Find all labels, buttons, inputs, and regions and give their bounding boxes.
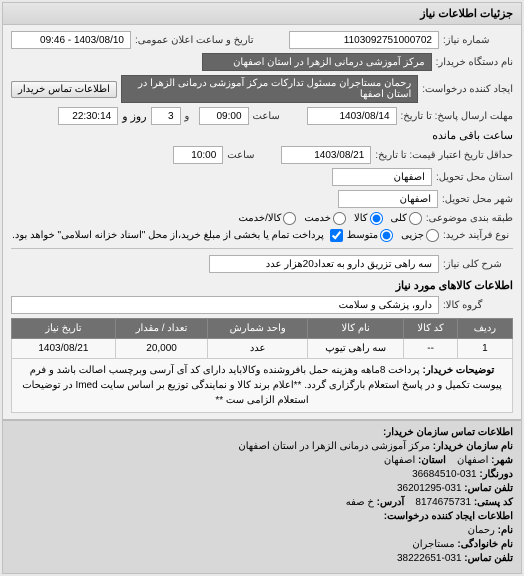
notes-label: توضیحات خریدار: <box>422 365 494 376</box>
deadline-label: مهلت ارسال پاسخ: تا تاریخ: <box>401 111 513 122</box>
fstate-value: اصفهان <box>384 455 415 466</box>
separator <box>11 248 513 249</box>
addr-label: آدرس: <box>377 497 405 508</box>
cphone-label: تلفن تماس: <box>464 553 513 564</box>
treasury-check[interactable]: پرداخت تمام یا بخشی از مبلغ خرید،از محل … <box>12 229 343 242</box>
creator-info-title: اطلاعات ایجاد کننده درخواست: <box>384 511 513 522</box>
delivery-city-label: شهر محل تحویل: <box>442 194 513 205</box>
fcity-value: اصفهان <box>457 455 488 466</box>
cat-goods-service-option[interactable]: کالا/خدمت <box>238 212 296 225</box>
form-area: شماره نیاز: 1103092751000702 تاریخ و ساع… <box>3 25 521 419</box>
contact-info-button[interactable]: اطلاعات تماس خریدار <box>11 81 117 98</box>
fstate-label: استان: <box>418 455 446 466</box>
cfamily-value: مستاجران <box>412 539 454 550</box>
postal-value: 8174675731 <box>415 497 471 508</box>
delivery-state-label: استان محل تحویل: <box>436 172 513 183</box>
details-panel: جزئیات اطلاعات نیاز شماره نیاز: 11030927… <box>2 2 522 574</box>
th-index: ردیف <box>457 319 512 339</box>
th-qty: تعداد / مقدار <box>115 319 208 339</box>
org-value: مرکز آموزشی درمانی الزهرا در استان اصفها… <box>238 441 430 452</box>
category-label: طبقه بندی موضوعی: <box>426 213 513 224</box>
treasury-checkbox[interactable] <box>330 229 343 242</box>
postal-label: کد پستی: <box>474 497 513 508</box>
proc-small-option[interactable]: جزیی <box>401 229 439 242</box>
fcity-label: شهر: <box>491 455 513 466</box>
goods-section-title: اطلاعات کالاهای مورد نیاز <box>11 279 513 292</box>
remain-and: و <box>185 111 195 122</box>
announce-label: تاریخ و ساعت اعلان عمومی: <box>135 35 254 46</box>
validity-label: حداقل تاریخ اعتبار قیمت: تا تاریخ: <box>375 150 513 161</box>
fphone-label: تلفن تماس: <box>464 483 513 494</box>
td-qty: 20,000 <box>115 339 208 359</box>
delivery-state: اصفهان <box>332 168 432 186</box>
cfamily-label: نام خانوادگی: <box>457 539 513 550</box>
cname-value: رحمان <box>468 525 495 536</box>
process-label: نوع فرآیند خرید: <box>443 230 513 241</box>
td-name: سه راهی تیوپ <box>308 339 404 359</box>
process-note: پرداخت تمام یا بخشی از مبلغ خرید،از محل … <box>12 230 324 241</box>
table-header-row: ردیف کد کالا نام کالا واحد شمارش تعداد /… <box>12 319 513 339</box>
buyer-label: نام دستگاه خریدار: <box>436 57 513 68</box>
buyer-value: مرکز آموزشی درمانی الزهرا در استان اصفها… <box>202 53 432 71</box>
creator-label: ایجاد کننده درخواست: <box>422 84 513 95</box>
footer-contact: اطلاعات تماس سازمان خریدار: نام سازمان خ… <box>3 419 521 573</box>
cat-goods-option[interactable]: کالا <box>354 212 383 225</box>
req-no-label: شماره نیاز: <box>443 35 513 46</box>
delivery-city: اصفهان <box>338 190 438 208</box>
td-unit: عدد <box>208 339 308 359</box>
remain-time: 22:30:14 <box>58 107 118 125</box>
deadline-time-label: ساعت <box>253 111 303 122</box>
req-no-value: 1103092751000702 <box>289 31 439 49</box>
org-label: نام سازمان خریدار: <box>433 441 513 452</box>
th-unit: واحد شمارش <box>208 319 308 339</box>
group-label: گروه کالا: <box>443 300 513 311</box>
desc-value: سه راهی تزریق دارو به تعداد20هزار عدد <box>209 255 439 273</box>
fax-label: دورنگار: <box>479 469 513 480</box>
process-radio-group: جزیی متوسط <box>347 229 439 242</box>
td-code: -- <box>404 339 457 359</box>
addr-value: خ صفه <box>346 497 374 508</box>
deadline-time: 09:00 <box>199 107 249 125</box>
remain-suffix: ساعت باقی مانده <box>432 129 513 142</box>
category-radio-group: کلی کالا خدمت کالا/خدمت <box>238 212 421 225</box>
validity-time: 10:00 <box>173 146 223 164</box>
th-code: کد کالا <box>404 319 457 339</box>
desc-label: شرح کلی نیاز: <box>443 259 513 270</box>
notes-row: توضیحات خریدار: پرداخت 8ماهه وهزینه حمل … <box>12 359 513 413</box>
announce-value: 1403/08/10 - 09:46 <box>11 31 131 49</box>
cname-label: نام: <box>498 525 513 536</box>
cat-service-option[interactable]: خدمت <box>304 212 346 225</box>
footer-title: اطلاعات تماس سازمان خریدار: <box>383 427 513 438</box>
proc-medium-option[interactable]: متوسط <box>347 229 393 242</box>
fphone-value: 031-36201295 <box>397 483 462 494</box>
remain-days: 3 <box>151 107 181 125</box>
creator-value: رحمان مستاجران مسئول تدارکات مرکز آموزشی… <box>121 75 418 103</box>
deadline-date: 1403/08/14 <box>307 107 397 125</box>
validity-time-label: ساعت <box>227 150 277 161</box>
cat-all-option[interactable]: کلی <box>391 212 422 225</box>
th-name: نام کالا <box>308 319 404 339</box>
td-date: 1403/08/21 <box>12 339 116 359</box>
remain-days-label: روز و <box>122 110 146 123</box>
th-date: تاریخ نیاز <box>12 319 116 339</box>
fax-value: 031-36684510 <box>412 469 477 480</box>
cphone-value: 031-38222651 <box>397 553 462 564</box>
table-row: 1 -- سه راهی تیوپ عدد 20,000 1403/08/21 <box>12 339 513 359</box>
td-index: 1 <box>457 339 512 359</box>
goods-table: ردیف کد کالا نام کالا واحد شمارش تعداد /… <box>11 318 513 413</box>
group-value: دارو، پزشکی و سلامت <box>11 296 439 314</box>
validity-date: 1403/08/21 <box>281 146 371 164</box>
panel-title: جزئیات اطلاعات نیاز <box>3 3 521 25</box>
